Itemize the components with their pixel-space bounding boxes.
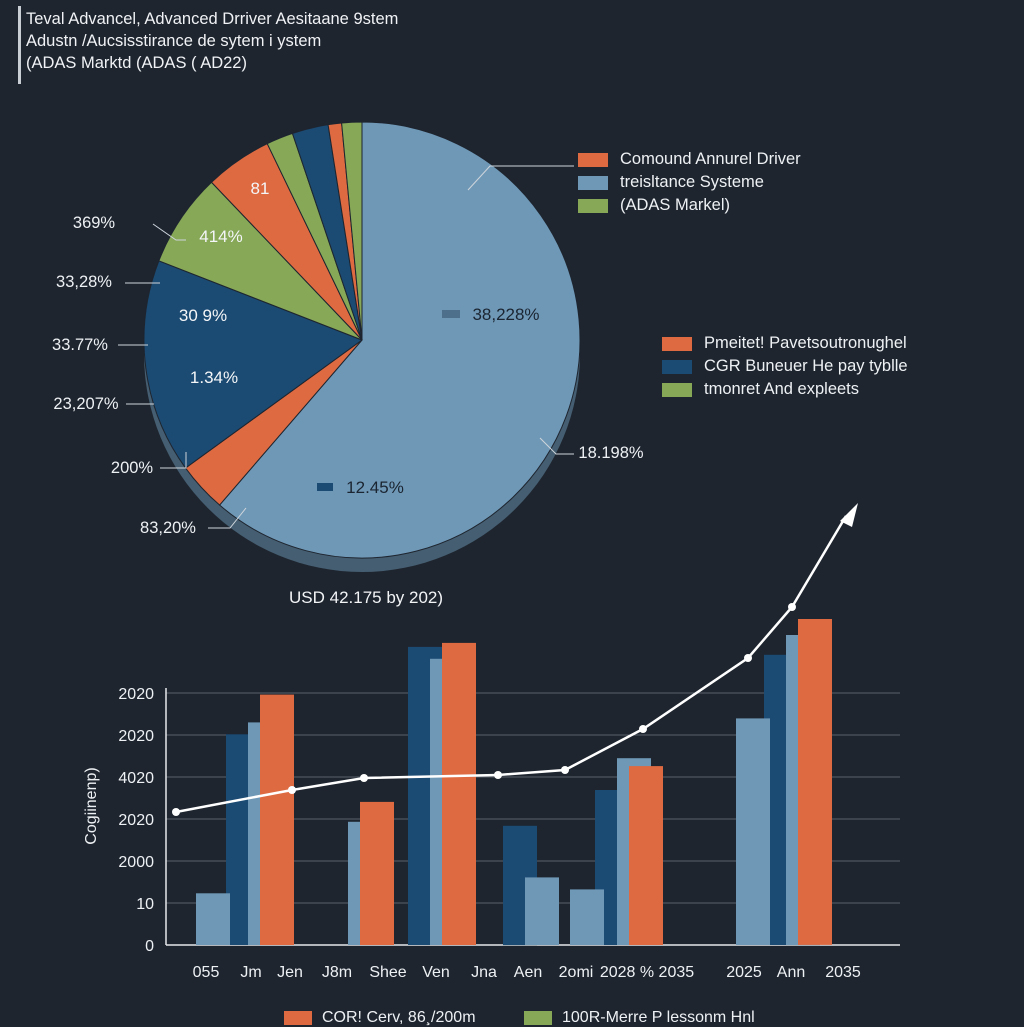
bar-legend-item: CGR Buneuer He pay tyblle	[662, 355, 908, 378]
pie-outer-label: 83,20%	[140, 519, 196, 537]
pie-slice	[143, 260, 364, 469]
bar	[629, 766, 663, 945]
legend-label: CGR Buneuer He pay tyblle	[704, 357, 908, 375]
legend-swatch	[578, 175, 608, 190]
chart-title-line-1: Teval Advancel, Advanced Drriver Aesitaa…	[26, 10, 399, 28]
pie-slice-label: 38,228%	[472, 305, 539, 324]
trend-point	[744, 654, 752, 662]
pie-legend-item: (ADAS Markel)	[578, 194, 801, 217]
legend-swatch	[662, 359, 692, 374]
legend-swatch	[284, 1011, 312, 1025]
x-tick-label: 2025	[726, 964, 762, 981]
y-tick-label: 2020	[118, 728, 154, 745]
x-tick-label: Jm	[240, 964, 261, 981]
y-tick-label: 2020	[118, 812, 154, 829]
legend-swatch	[662, 336, 692, 351]
pie-slice-label: 1.34%	[190, 368, 238, 387]
bar-legend-item: Pmeitet! Pavetsoutronughel	[662, 332, 908, 355]
pie-outer-label: 33.77%	[52, 336, 108, 354]
legend-label: Comound Annurel Driver	[620, 150, 801, 168]
x-tick-label: 2035	[825, 964, 861, 981]
x-tick-label: Jna	[471, 964, 497, 981]
legend-swatch	[578, 152, 608, 167]
legend-swatch	[662, 382, 692, 397]
pie-leader-line	[539, 437, 574, 455]
legend-label: Pmeitet! Pavetsoutronughel	[704, 334, 907, 352]
pie-outer-label: 18.198%	[578, 444, 643, 462]
pie-inner-label: 30 9%	[179, 306, 227, 325]
pie-slice	[341, 121, 363, 341]
pie-leader-line	[152, 223, 186, 241]
trend-point	[288, 786, 296, 794]
trend-point	[494, 771, 502, 779]
bottom-legend-item: COR! Cerv, 86¸/200m	[284, 1009, 476, 1027]
pie-outer-label: 369%	[73, 214, 116, 232]
legend-label: treisltance Systeme	[620, 173, 764, 191]
x-tick-label: 2028 % 2035	[600, 964, 694, 981]
pie-leader-line	[160, 452, 187, 469]
y-tick-label: 0	[145, 938, 154, 955]
bar	[798, 619, 832, 945]
bar	[260, 694, 294, 945]
pie-legend-item: Comound Annurel Driver	[578, 148, 801, 171]
pie-slice-label: 81	[251, 179, 270, 198]
pie-label-marker	[317, 483, 333, 491]
trend-point	[360, 774, 368, 782]
trend-point	[561, 766, 569, 774]
pie-leader-line	[208, 507, 247, 529]
x-tick-label: Jen	[277, 964, 303, 981]
chart-title: Teval Advancel, Advanced Drriver Aesitaa…	[26, 8, 398, 74]
trend-point	[172, 808, 180, 816]
bar	[360, 801, 394, 945]
pie-leader-line	[467, 165, 574, 191]
x-tick-label: J8m	[322, 964, 352, 981]
x-tick-label: 2omi	[559, 964, 594, 981]
trend-arrowhead	[840, 503, 858, 527]
x-tick-label: Ven	[422, 964, 450, 981]
legend-label: (ADAS Markel)	[620, 196, 731, 214]
bar	[736, 718, 770, 945]
market-total-label: USD 42.175 by 202)	[289, 588, 444, 607]
x-tick-label: 055	[193, 964, 220, 981]
trend-point	[788, 603, 796, 611]
bar	[570, 889, 604, 945]
legend-swatch	[524, 1011, 552, 1025]
legend-label: tmonret And expleets	[704, 380, 860, 398]
legend-label: 100R-Merre P lessonm Hnl	[562, 1009, 755, 1026]
pie-outer-label: 200%	[111, 459, 154, 477]
y-tick-label: 2020	[118, 686, 154, 703]
chart-title-line-3: (ADAS Marktd (ADAS ( AD22)	[26, 54, 247, 72]
y-axis-title: Cogiinenp)	[83, 767, 100, 844]
y-tick-label: 10	[136, 896, 154, 913]
trend-point	[639, 725, 647, 733]
pie-label-marker	[442, 310, 460, 318]
pie-inner-label: 12.45%	[346, 478, 404, 497]
chart-title-line-2: Adustn /Aucsisstirance de sytem i ystem	[26, 32, 322, 50]
pie-outer-label: 33,28%	[56, 273, 112, 291]
title-accent-bar	[18, 6, 21, 84]
pie-slice-label: 414%	[199, 227, 242, 246]
y-tick-label: 2000	[118, 854, 154, 871]
bar	[196, 893, 230, 945]
pie-slice	[218, 121, 581, 559]
bar-legend-item: tmonret And expleets	[662, 378, 908, 401]
pie-outer-label: 23,207%	[53, 395, 118, 413]
y-tick-label: 4020	[118, 770, 154, 787]
x-tick-label: Aen	[514, 964, 542, 981]
x-tick-label: Ann	[777, 964, 805, 981]
legend-label: COR! Cerv, 86¸/200m	[322, 1009, 476, 1026]
pie-legend-item: treisltance Systeme	[578, 171, 801, 194]
bottom-legend-item: 100R-Merre P lessonm Hnl	[524, 1009, 755, 1027]
legend-swatch	[578, 198, 608, 213]
bar	[525, 877, 559, 945]
bar	[442, 642, 476, 945]
bar-legend: Pmeitet! Pavetsoutronughel CGR Buneuer H…	[662, 332, 908, 401]
pie-legend: Comound Annurel Driver treisltance Syste…	[578, 148, 801, 217]
x-tick-label: Shee	[369, 964, 406, 981]
